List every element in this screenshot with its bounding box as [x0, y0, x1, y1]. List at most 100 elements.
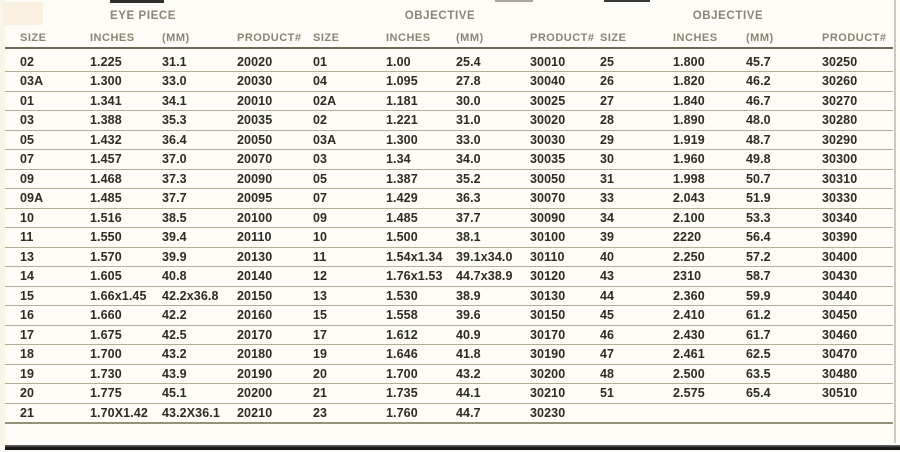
cell-mm: 40.9	[456, 327, 481, 342]
cell-mm: 44.1	[456, 386, 481, 401]
table-row: 02 1.225 31.1 20020 01 1.00 25.4 30010 25 1.800 45…	[5, 53, 893, 72]
cell-size: 29	[600, 132, 615, 147]
cell-product: 30120	[530, 269, 566, 284]
cell-mm: 37.7	[456, 210, 481, 225]
cell-mm: 27.8	[456, 74, 481, 89]
cell-mm: 33.0	[162, 74, 187, 89]
page-left-margin	[0, 0, 5, 445]
cell-inches: 1.700	[386, 366, 418, 381]
cell-product: 30040	[530, 74, 566, 89]
cell-inches: 1.660	[90, 308, 122, 323]
cell-product: 20100	[237, 210, 273, 225]
cell-mm: 51.9	[746, 191, 771, 206]
cell-product: 30460	[822, 327, 858, 342]
cell-mm: 42.2	[162, 308, 187, 323]
cell-mm: 35.3	[162, 113, 187, 128]
scan-artifact	[110, 0, 164, 3]
cell-size: 03A	[20, 74, 44, 89]
cell-product: 30440	[822, 288, 858, 303]
cell-size: 01	[20, 93, 35, 108]
column-header-inches: INCHES	[90, 32, 135, 44]
cell-mm: 45.1	[162, 386, 187, 401]
cell-product: 30260	[822, 74, 858, 89]
table-row: 14 1.605 40.8 20140 12 1.76x1.53 44.7x38.9 3012…	[5, 267, 893, 287]
cell-mm: 33.0	[456, 132, 481, 147]
cell-inches: 1.300	[386, 132, 418, 147]
cell-inches: 2.461	[673, 347, 705, 362]
scan-artifact	[495, 0, 533, 2]
table-row: 19 1.730 43.9 20190 20 1.700 43.2 30200 48 2.500 6…	[5, 365, 893, 384]
cell-inches: 1.612	[386, 327, 418, 342]
cell-product: 30230	[530, 405, 566, 420]
cell-product: 30340	[822, 210, 858, 225]
cell-product: 30025	[530, 93, 566, 108]
cell-size: 12	[313, 269, 328, 284]
table-row: 15 1.66x1.45 42.2x36.8 20150 13 1.530 38.9 3013…	[5, 287, 893, 306]
cell-size: 40	[600, 249, 615, 264]
cell-mm: 31.0	[456, 113, 481, 128]
cell-product: 30190	[530, 347, 566, 362]
cell-product: 30510	[822, 386, 858, 401]
cell-inches: 1.760	[386, 405, 418, 420]
cell-inches: 1.840	[673, 93, 705, 108]
table-row: 07 1.457 37.0 20070 03 1.34 34.0 30035 30 1.960 49…	[5, 150, 893, 170]
cell-product: 20070	[237, 152, 273, 167]
cell-inches: 1.66x1.45	[90, 288, 147, 303]
cell-inches: 2220	[673, 230, 702, 245]
cell-product: 20170	[237, 327, 273, 342]
cell-inches: 1.221	[386, 113, 418, 128]
column-header-mm: (MM)	[162, 32, 190, 44]
group-title-eyepiece: EYE PIECE	[109, 10, 177, 22]
cell-mm: 50.7	[746, 171, 771, 186]
cell-inches: 1.646	[386, 347, 418, 362]
table-row: 09A 1.485 37.7 20095 07 1.429 36.3 30070 33 2.043…	[5, 189, 893, 209]
cell-size: 18	[20, 347, 35, 362]
cell-product: 30090	[530, 210, 566, 225]
cell-size: 03A	[313, 132, 337, 147]
cell-mm: 36.4	[162, 132, 187, 147]
cell-product: 30050	[530, 171, 566, 186]
cell-mm: 39.6	[456, 308, 481, 323]
cell-size: 14	[20, 269, 35, 284]
cell-size: 21	[313, 386, 328, 401]
cell-inches: 1.675	[90, 327, 122, 342]
cell-size: 13	[313, 288, 328, 303]
cell-size: 10	[20, 210, 35, 225]
cell-product: 20130	[237, 249, 273, 264]
cell-size: 45	[600, 308, 615, 323]
cell-size: 20	[313, 366, 328, 381]
cell-inches: 2.100	[673, 210, 705, 225]
cell-inches: 1.300	[90, 74, 122, 89]
table-row: 17 1.675 42.5 20170 17 1.612 40.9 30170 46 2.430 6…	[5, 326, 893, 345]
cell-size: 07	[20, 152, 35, 167]
table-row: 05 1.432 36.4 20050 03A 1.300 33.0 30030 29 1.919…	[5, 131, 893, 150]
cell-mm: 37.7	[162, 191, 187, 206]
cell-inches: 1.570	[90, 249, 122, 264]
cell-product: 30200	[530, 366, 566, 381]
cell-size: 02	[313, 113, 328, 128]
cell-mm: 34.0	[456, 152, 481, 167]
cell-inches: 1.76x1.53	[386, 269, 443, 284]
cell-size: 15	[20, 288, 35, 303]
cell-product: 30010	[530, 54, 566, 69]
cell-product: 30020	[530, 113, 566, 128]
cell-inches: 1.735	[386, 386, 418, 401]
cell-mm: 58.7	[746, 269, 771, 284]
cell-product: 30210	[530, 386, 566, 401]
column-header-size: SIZE	[600, 32, 627, 44]
page-edge-line	[894, 0, 896, 443]
cell-product: 30100	[530, 230, 566, 245]
cell-inches: 1.820	[673, 74, 705, 89]
cell-product: 20140	[237, 269, 273, 284]
cell-inches: 1.919	[673, 132, 705, 147]
cell-mm: 53.3	[746, 210, 771, 225]
cell-size: 43	[600, 269, 615, 284]
cell-size: 17	[20, 327, 35, 342]
cell-size: 46	[600, 327, 615, 342]
cell-size: 47	[600, 347, 615, 362]
cell-mm: 56.4	[746, 230, 771, 245]
cell-size: 19	[20, 366, 35, 381]
group-title-objective-2: OBJECTIVE	[692, 10, 764, 22]
cell-size: 28	[600, 113, 615, 128]
